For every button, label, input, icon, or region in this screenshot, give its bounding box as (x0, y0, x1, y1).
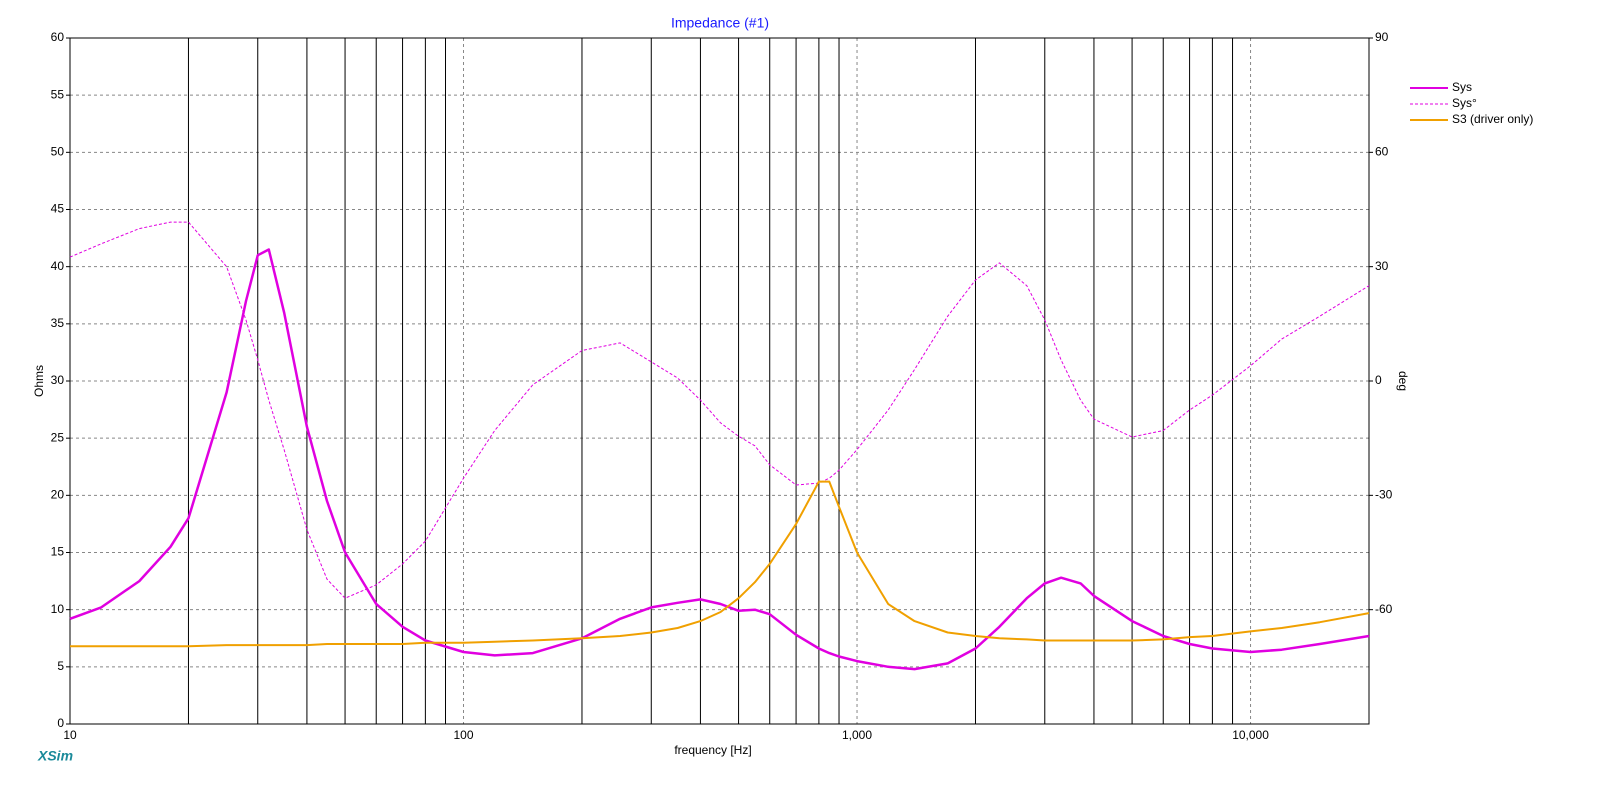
legend-label: Sys° (1452, 96, 1477, 110)
y-tick-label: 60 (51, 30, 65, 44)
x-tick-label: 100 (453, 728, 473, 742)
y-tick-label: 30 (51, 373, 65, 387)
y-tick-label: 55 (51, 87, 65, 101)
y2-tick-label: -60 (1375, 602, 1393, 616)
x-axis-label: frequency [Hz] (674, 743, 751, 757)
y-axis-label: Ohms (32, 365, 46, 397)
y2-tick-label: 60 (1375, 145, 1389, 159)
y-tick-label: 40 (51, 259, 65, 273)
x-tick-label: 10 (63, 728, 77, 742)
plot-frame (69, 37, 1370, 725)
y-tick-label: 10 (51, 602, 65, 616)
y-tick-label: 15 (51, 545, 65, 559)
x-tick-label: 1,000 (842, 728, 872, 742)
x-tick-label: 10,000 (1232, 728, 1269, 742)
y-tick-label: 5 (57, 659, 64, 673)
y2-tick-label: -30 (1375, 488, 1393, 502)
legend-label: Sys (1452, 80, 1472, 94)
y2-tick-label: 90 (1375, 30, 1389, 44)
y-tick-label: 0 (57, 716, 64, 730)
y-tick-label: 45 (51, 202, 65, 216)
y-tick-label: 50 (51, 145, 65, 159)
series-line (69, 248, 1370, 671)
watermark: XSim (37, 748, 73, 764)
y2-tick-label: 0 (1375, 373, 1382, 387)
y-tick-label: 20 (51, 488, 65, 502)
legend-label: S3 (driver only) (1452, 112, 1533, 126)
y2-axis-label: deg (1396, 371, 1410, 391)
chart-title: Impedance (#1) (671, 15, 769, 31)
y2-tick-label: 30 (1375, 259, 1389, 273)
series-line (70, 480, 1370, 648)
series-line (69, 221, 1370, 599)
y-tick-label: 35 (51, 316, 65, 330)
y-tick-label: 25 (51, 430, 65, 444)
